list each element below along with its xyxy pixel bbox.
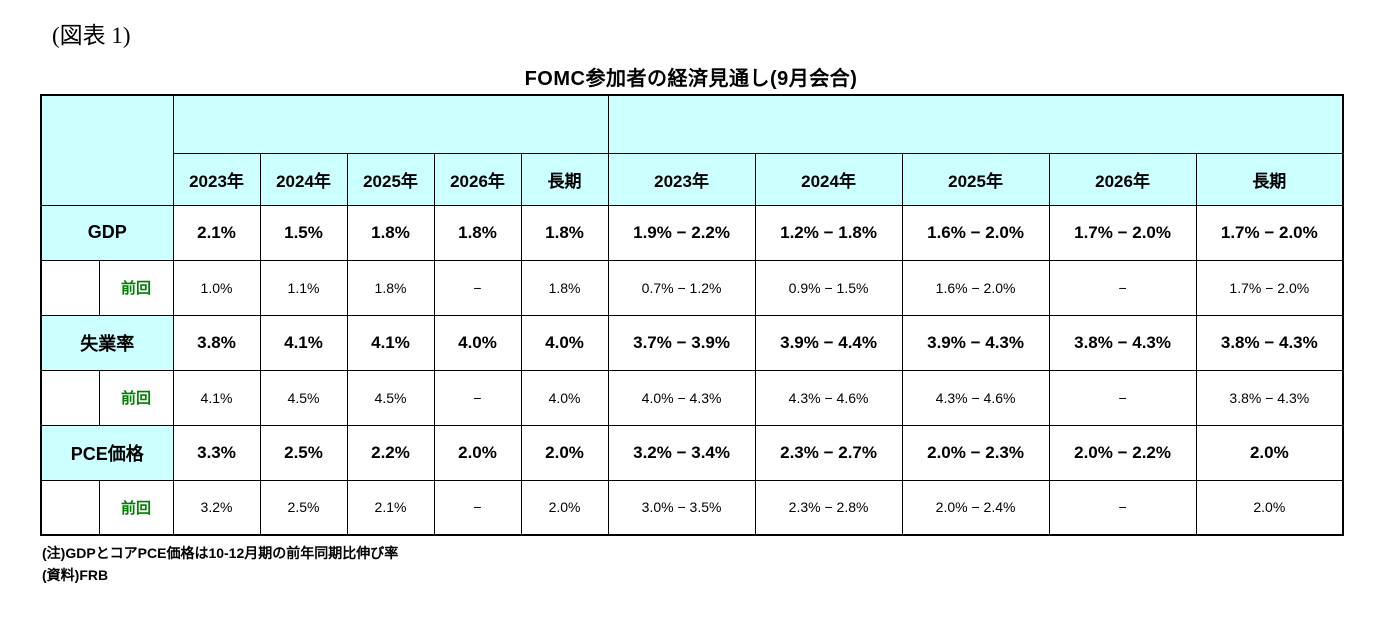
year-header: 2024年 bbox=[259, 152, 348, 206]
range-cell: 4.3% − 4.6% bbox=[901, 369, 1050, 426]
range-cell: 1.7% − 2.0% bbox=[1048, 204, 1197, 261]
group-header-range bbox=[607, 94, 1344, 154]
median-cell: 2.0% bbox=[520, 424, 609, 481]
median-cell: 1.8% bbox=[346, 259, 435, 316]
footnotes: (注)GDPとコアPCE価格は10-12月期の前年同期比伸び率 (資料)FRB bbox=[42, 543, 1384, 586]
range-cell: 2.3% − 2.7% bbox=[754, 424, 903, 481]
range-cell: 3.7% − 3.9% bbox=[607, 314, 756, 371]
range-cell: − bbox=[1048, 259, 1197, 316]
row-label: GDP bbox=[40, 204, 174, 261]
median-cell: 3.3% bbox=[172, 424, 261, 481]
year-header: 2026年 bbox=[433, 152, 522, 206]
table-row-gdp-previous: 前回 1.0% 1.1% 1.8% − 1.8% 0.7% − 1.2% 0.9… bbox=[40, 259, 1344, 316]
median-cell: 1.0% bbox=[172, 259, 261, 316]
range-cell: 2.0% − 2.3% bbox=[901, 424, 1050, 481]
median-cell: − bbox=[433, 369, 522, 426]
footnote-source-note: (注)GDPとコアPCE価格は10-12月期の前年同期比伸び率 bbox=[42, 545, 399, 561]
figure-label: (図表 1) bbox=[52, 23, 131, 48]
range-cell: 0.7% − 1.2% bbox=[607, 259, 756, 316]
range-cell: 1.2% − 1.8% bbox=[754, 204, 903, 261]
median-cell: 1.1% bbox=[259, 259, 348, 316]
indent-cell bbox=[40, 369, 100, 426]
median-cell: − bbox=[433, 479, 522, 536]
corner-cell bbox=[40, 94, 174, 206]
range-cell: 3.8% − 4.3% bbox=[1195, 314, 1344, 371]
median-cell: 2.5% bbox=[259, 424, 348, 481]
range-cell: 3.2% − 3.4% bbox=[607, 424, 756, 481]
range-cell: 3.8% − 4.3% bbox=[1048, 314, 1197, 371]
range-cell: 1.6% − 2.0% bbox=[901, 259, 1050, 316]
range-cell: 2.0% − 2.2% bbox=[1048, 424, 1197, 481]
range-cell: 3.9% − 4.4% bbox=[754, 314, 903, 371]
median-cell: 1.8% bbox=[433, 204, 522, 261]
indent-cell bbox=[40, 259, 100, 316]
year-header: 2024年 bbox=[754, 152, 903, 206]
indent-cell bbox=[40, 479, 100, 536]
year-header: 2026年 bbox=[1048, 152, 1197, 206]
group-header-row bbox=[40, 94, 1344, 206]
range-cell: 1.9% − 2.2% bbox=[607, 204, 756, 261]
year-header: 2025年 bbox=[346, 152, 435, 206]
fomc-forecast-table: 2023年 2024年 2025年 2026年 長期 2023年 2024年 2… bbox=[40, 94, 1345, 536]
prev-label: 前回 bbox=[98, 369, 174, 426]
median-cell: 1.8% bbox=[520, 204, 609, 261]
median-cell: 4.1% bbox=[259, 314, 348, 371]
median-cell: 2.2% bbox=[346, 424, 435, 481]
median-cell: 4.0% bbox=[433, 314, 522, 371]
range-cell: 4.3% − 4.6% bbox=[754, 369, 903, 426]
range-cell: 2.0% bbox=[1195, 479, 1344, 536]
table-row-unemployment: 失業率 3.8% 4.1% 4.1% 4.0% 4.0% 3.7% − 3.9%… bbox=[40, 314, 1344, 371]
table-row-pce: PCE価格 3.3% 2.5% 2.2% 2.0% 2.0% 3.2% − 3.… bbox=[40, 424, 1344, 481]
row-label: PCE価格 bbox=[40, 424, 174, 481]
median-cell: 4.1% bbox=[172, 369, 261, 426]
range-cell: 2.0% bbox=[1195, 424, 1344, 481]
median-cell: 1.8% bbox=[520, 259, 609, 316]
year-header: 2023年 bbox=[172, 152, 261, 206]
table-title: FOMC参加者の経済見通し(9月会合) bbox=[524, 68, 858, 90]
median-cell: 4.0% bbox=[520, 369, 609, 426]
median-cell: 4.0% bbox=[520, 314, 609, 371]
range-cell: 2.3% − 2.8% bbox=[754, 479, 903, 536]
range-cell: − bbox=[1048, 369, 1197, 426]
range-cell: 2.0% − 2.4% bbox=[901, 479, 1050, 536]
range-cell: 3.8% − 4.3% bbox=[1195, 369, 1344, 426]
median-cell: 2.0% bbox=[433, 424, 522, 481]
median-cell: 2.1% bbox=[172, 204, 261, 261]
table-row-pce-previous: 前回 3.2% 2.5% 2.1% − 2.0% 3.0% − 3.5% 2.3… bbox=[40, 479, 1344, 536]
year-header: 2023年 bbox=[607, 152, 756, 206]
year-header: 長期 bbox=[520, 152, 609, 206]
median-cell: 3.8% bbox=[172, 314, 261, 371]
range-cell: 3.0% − 3.5% bbox=[607, 479, 756, 536]
year-header: 長期 bbox=[1195, 152, 1344, 206]
median-cell: − bbox=[433, 259, 522, 316]
median-cell: 1.8% bbox=[346, 204, 435, 261]
range-cell: 0.9% − 1.5% bbox=[754, 259, 903, 316]
range-cell: 1.7% − 2.0% bbox=[1195, 259, 1344, 316]
table-row-unemployment-previous: 前回 4.1% 4.5% 4.5% − 4.0% 4.0% − 4.3% 4.3… bbox=[40, 369, 1344, 426]
row-label: 失業率 bbox=[40, 314, 174, 371]
median-cell: 4.5% bbox=[259, 369, 348, 426]
year-header-row: 2023年 2024年 2025年 2026年 長期 2023年 2024年 2… bbox=[41, 152, 1344, 206]
prev-label: 前回 bbox=[98, 479, 174, 536]
median-cell: 1.5% bbox=[259, 204, 348, 261]
median-cell: 4.5% bbox=[346, 369, 435, 426]
range-cell: 1.6% − 2.0% bbox=[901, 204, 1050, 261]
median-cell: 3.2% bbox=[172, 479, 261, 536]
median-cell: 2.0% bbox=[520, 479, 609, 536]
table-row-gdp: GDP 2.1% 1.5% 1.8% 1.8% 1.8% 1.9% − 2.2%… bbox=[40, 204, 1344, 261]
median-cell: 2.5% bbox=[259, 479, 348, 536]
range-cell: − bbox=[1048, 479, 1197, 536]
median-cell: 4.1% bbox=[346, 314, 435, 371]
footnote-source: (資料)FRB bbox=[42, 566, 109, 583]
group-header-median bbox=[172, 94, 609, 154]
range-cell: 4.0% − 4.3% bbox=[607, 369, 756, 426]
range-cell: 1.7% − 2.0% bbox=[1195, 204, 1344, 261]
year-header: 2025年 bbox=[901, 152, 1050, 206]
median-cell: 2.1% bbox=[346, 479, 435, 536]
prev-label: 前回 bbox=[98, 259, 174, 316]
range-cell: 3.9% − 4.3% bbox=[901, 314, 1050, 371]
